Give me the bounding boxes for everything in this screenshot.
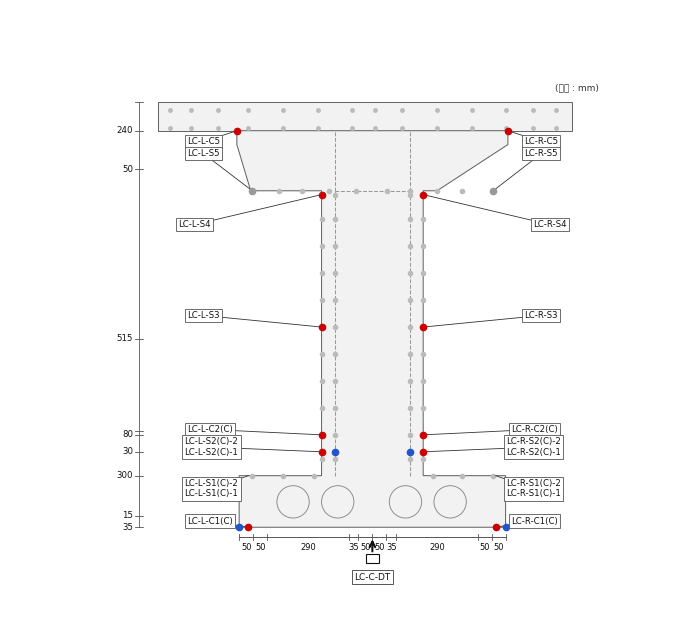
Circle shape	[322, 486, 354, 518]
Text: LC-R-S3: LC-R-S3	[524, 311, 558, 320]
Text: 50: 50	[255, 543, 265, 552]
Text: LC-L-S4: LC-L-S4	[178, 220, 211, 229]
Text: 515: 515	[116, 334, 133, 343]
Text: 15: 15	[122, 511, 133, 520]
Text: 50: 50	[479, 543, 490, 552]
Text: LC-R-S4: LC-R-S4	[533, 220, 567, 229]
Text: LC-L-C5: LC-L-C5	[187, 137, 220, 146]
Text: LC-C-DT: LC-C-DT	[354, 573, 390, 582]
Text: LC-R-C1(C): LC-R-C1(C)	[511, 516, 558, 525]
Bar	[367, 554, 379, 563]
Polygon shape	[237, 131, 508, 527]
Text: LC-L-S2(C)-2
LC-L-S2(C)-1: LC-L-S2(C)-2 LC-L-S2(C)-1	[184, 438, 239, 457]
Text: 50: 50	[122, 164, 133, 173]
Text: LC-R-C2(C): LC-R-C2(C)	[511, 425, 558, 434]
Text: (단위 : mm): (단위 : mm)	[555, 83, 599, 92]
Text: LC-R-S1(C)-2
LC-R-S1(C)-1: LC-R-S1(C)-2 LC-R-S1(C)-1	[506, 479, 561, 499]
Bar	[158, 102, 572, 131]
Text: 300: 300	[116, 471, 133, 480]
Text: LC-R-S2(C)-2
LC-R-S2(C)-1: LC-R-S2(C)-2 LC-R-S2(C)-1	[506, 438, 561, 457]
Text: 50: 50	[241, 543, 252, 552]
Circle shape	[434, 486, 466, 518]
Circle shape	[390, 486, 422, 518]
Text: 290: 290	[429, 543, 445, 552]
Text: LC-L-C2(C): LC-L-C2(C)	[187, 425, 233, 434]
Text: 50: 50	[360, 543, 371, 552]
Text: LC-R-S5: LC-R-S5	[524, 149, 558, 158]
Text: 50: 50	[374, 543, 385, 552]
Text: LC-L-S1(C)-2
LC-L-S1(C)-1: LC-L-S1(C)-2 LC-L-S1(C)-1	[184, 479, 239, 499]
Text: 35: 35	[122, 523, 133, 532]
Circle shape	[277, 486, 309, 518]
Text: LC-L-S5: LC-L-S5	[188, 149, 220, 158]
Text: LC-L-C1(C): LC-L-C1(C)	[187, 516, 233, 525]
Text: 290: 290	[300, 543, 316, 552]
Text: 240: 240	[116, 126, 133, 135]
Text: 30: 30	[122, 447, 133, 456]
Text: 35: 35	[386, 543, 396, 552]
Text: 35: 35	[348, 543, 359, 552]
Text: LC-L-S3: LC-L-S3	[188, 311, 220, 320]
Text: 80: 80	[122, 430, 133, 439]
Text: LC-R-C5: LC-R-C5	[524, 137, 558, 146]
Text: 50: 50	[493, 543, 504, 552]
